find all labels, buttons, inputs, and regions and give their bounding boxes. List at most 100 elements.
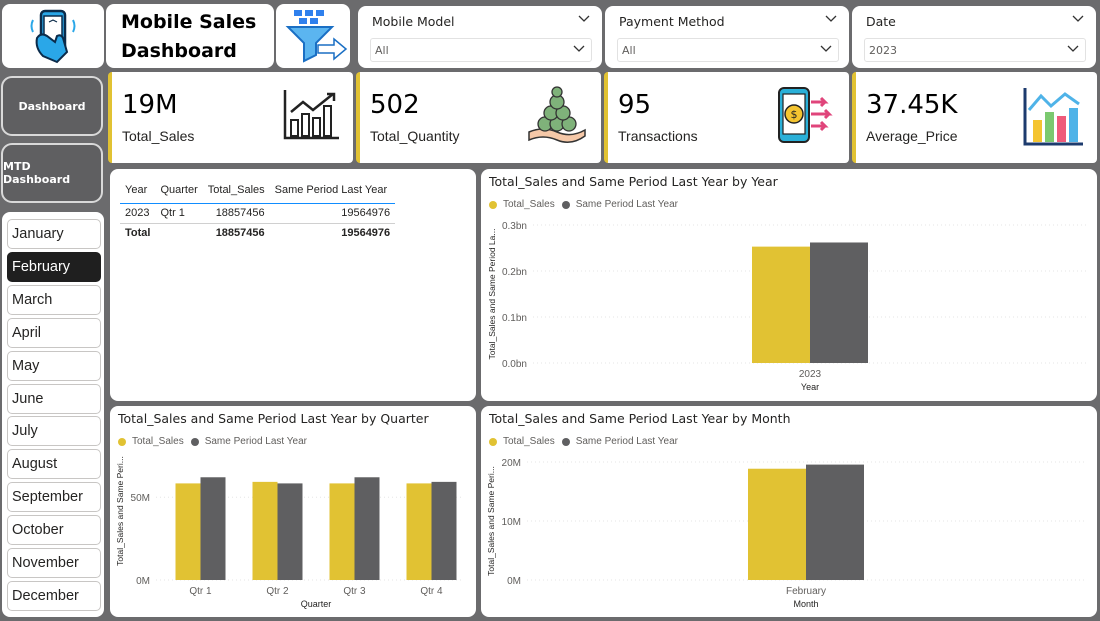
kpi-value: 19M	[122, 90, 178, 120]
legend-marker-same-period	[561, 437, 570, 446]
y-tick-label: 0.1bn	[502, 313, 527, 324]
chevron-down-icon[interactable]	[1072, 15, 1084, 23]
legend-marker-same-period	[190, 437, 199, 446]
legend-label[interactable]: Total_Sales	[132, 436, 184, 447]
chart-title: Total_Sales and Same Period Last Year by…	[118, 411, 429, 426]
bar-total-sales-2023[interactable]	[752, 246, 810, 363]
month-button-april[interactable]: April	[7, 317, 101, 348]
logo-card	[2, 4, 104, 68]
date-slicer[interactable]: Date 2023	[852, 6, 1096, 68]
table-cell: Total	[120, 222, 156, 243]
slicer-title: Payment Method	[619, 14, 725, 29]
chevron-down-icon[interactable]	[573, 45, 585, 53]
table-cell: 18857456	[215, 207, 265, 219]
y-tick-label: 10M	[502, 517, 521, 528]
month-button-march[interactable]: March	[7, 284, 101, 315]
coins-hand-icon	[528, 86, 586, 143]
column-header-total-sales[interactable]: Total_Sales	[202, 177, 270, 204]
table-cell: 2023	[125, 207, 150, 219]
bar-same-period-qtr-3[interactable]	[354, 477, 380, 580]
column-header-same-period[interactable]: Same Period Last Year	[269, 177, 396, 204]
sales-matrix-table: Year Quarter Total_Sales Same Period Las…	[110, 169, 476, 401]
bar-chart-up-icon	[283, 90, 339, 140]
dashboard-nav-button[interactable]: Dashboard	[3, 78, 101, 134]
y-tick-label: 0.3bn	[502, 221, 527, 232]
legend-label[interactable]: Same Period Last Year	[204, 436, 307, 447]
funnel-filter-icon[interactable]	[278, 7, 348, 65]
table-row: 2023 Qtr 1 18857456 19564976	[120, 203, 395, 223]
sales-table: Year Quarter Total_Sales Same Period Las…	[120, 177, 396, 243]
y-tick-label: 0M	[136, 576, 150, 587]
legend-label[interactable]: Total_Sales	[503, 199, 555, 210]
slicer-title: Date	[866, 14, 896, 29]
kpi-value: 502	[370, 90, 420, 120]
legend-label[interactable]: Same Period Last Year	[575, 199, 678, 210]
chevron-down-icon[interactable]	[820, 45, 832, 53]
date-dropdown[interactable]: 2023	[864, 38, 1086, 62]
mobile-model-dropdown[interactable]: All	[370, 38, 592, 62]
month-button-november[interactable]: November	[7, 548, 101, 578]
bar-same-period-2023[interactable]	[810, 242, 868, 363]
bar-total-sales-qtr-4[interactable]	[406, 483, 432, 580]
month-button-september[interactable]: September	[7, 482, 101, 513]
y-tick-label: 0.2bn	[502, 267, 527, 278]
y-axis-label: Total_Sales and Same Period La...	[487, 229, 497, 360]
table-total-row: Total 18857456 19564976	[120, 222, 396, 243]
kpi-value: 95	[618, 90, 652, 120]
kpi-label: Average_Price	[866, 128, 958, 144]
chart-legend: Total_Sales Same Period Last Year	[489, 199, 678, 210]
month-button-august[interactable]: August	[7, 449, 101, 480]
chevron-down-icon[interactable]	[1067, 45, 1079, 53]
column-header-quarter[interactable]: Quarter	[155, 177, 203, 204]
month-button-june[interactable]: June	[7, 383, 101, 414]
bar-same-period-qtr-4[interactable]	[431, 481, 457, 580]
legend-marker-total-sales	[489, 437, 497, 446]
payment-method-dropdown[interactable]: All	[617, 38, 839, 62]
legend-label[interactable]: Total_Sales	[503, 436, 555, 447]
y-tick-label: 0.0bn	[502, 359, 527, 370]
chart-by-year: 0.3bn 0.2bn 0.1bn 0.0bn Total_Sales and Same…	[481, 169, 1097, 401]
legend-label[interactable]: Same Period Last Year	[575, 436, 678, 447]
bar-same-period-qtr-2[interactable]	[277, 483, 303, 580]
x-tick-label: Qtr 3	[343, 586, 366, 597]
month-button-july[interactable]: July	[7, 416, 101, 447]
chart-by-quarter: 50M 0M Total_Sales and Same Peri... Qtr 1 Qt…	[110, 406, 476, 617]
chart-legend: Total_Sales Same Period Last Year	[118, 436, 307, 447]
mtd-dashboard-nav-button[interactable]: MTD Dashboard	[3, 145, 101, 201]
month-button-february[interactable]: February	[7, 251, 101, 282]
bar-same-period-february[interactable]	[806, 464, 864, 580]
month-button-december[interactable]: December	[7, 580, 101, 611]
bar-total-sales-february[interactable]	[748, 468, 806, 580]
month-button-may[interactable]: May	[7, 350, 101, 381]
x-axis-label: Month	[793, 599, 818, 609]
table-cell	[155, 222, 203, 243]
slicer-value: All	[375, 44, 389, 57]
kpi-card-total-quantity: 502 Total_Quantity	[356, 72, 601, 163]
page-title-line1: Mobile Sales	[121, 11, 257, 33]
bar-total-sales-qtr-3[interactable]	[329, 483, 355, 580]
kpi-value: 37.45K	[866, 90, 958, 120]
chevron-down-icon[interactable]	[825, 15, 837, 23]
y-tick-label: 0M	[507, 576, 521, 587]
chart-svg: 50M 0M Total_Sales and Same Peri... Qtr 1 Qt…	[115, 456, 464, 609]
month-button-january[interactable]: January	[7, 219, 101, 249]
x-tick-label: 2023	[799, 369, 822, 380]
column-header-year[interactable]: Year	[120, 177, 156, 204]
mobile-model-slicer[interactable]: Mobile Model All	[358, 6, 602, 68]
month-button-october[interactable]: October	[7, 515, 101, 546]
table-cell: 19564976	[341, 207, 391, 219]
bar-total-sales-qtr-1[interactable]	[175, 483, 201, 580]
payment-method-slicer[interactable]: Payment Method All	[605, 6, 849, 68]
y-tick-label: 20M	[502, 458, 521, 469]
chevron-down-icon[interactable]	[578, 15, 590, 23]
bar-total-sales-qtr-2[interactable]	[252, 481, 278, 580]
colored-bar-chart-icon	[1023, 88, 1083, 146]
slicer-value: All	[622, 44, 636, 57]
chart-title: Total_Sales and Same Period Last Year by…	[489, 411, 791, 426]
y-tick-label: 50M	[131, 493, 150, 504]
phone-payment-icon: $	[778, 87, 833, 143]
bar-same-period-qtr-1[interactable]	[200, 477, 226, 580]
x-axis-label: Year	[801, 382, 819, 392]
x-tick-label: February	[786, 586, 826, 597]
filter-toggle-card[interactable]	[276, 4, 350, 68]
